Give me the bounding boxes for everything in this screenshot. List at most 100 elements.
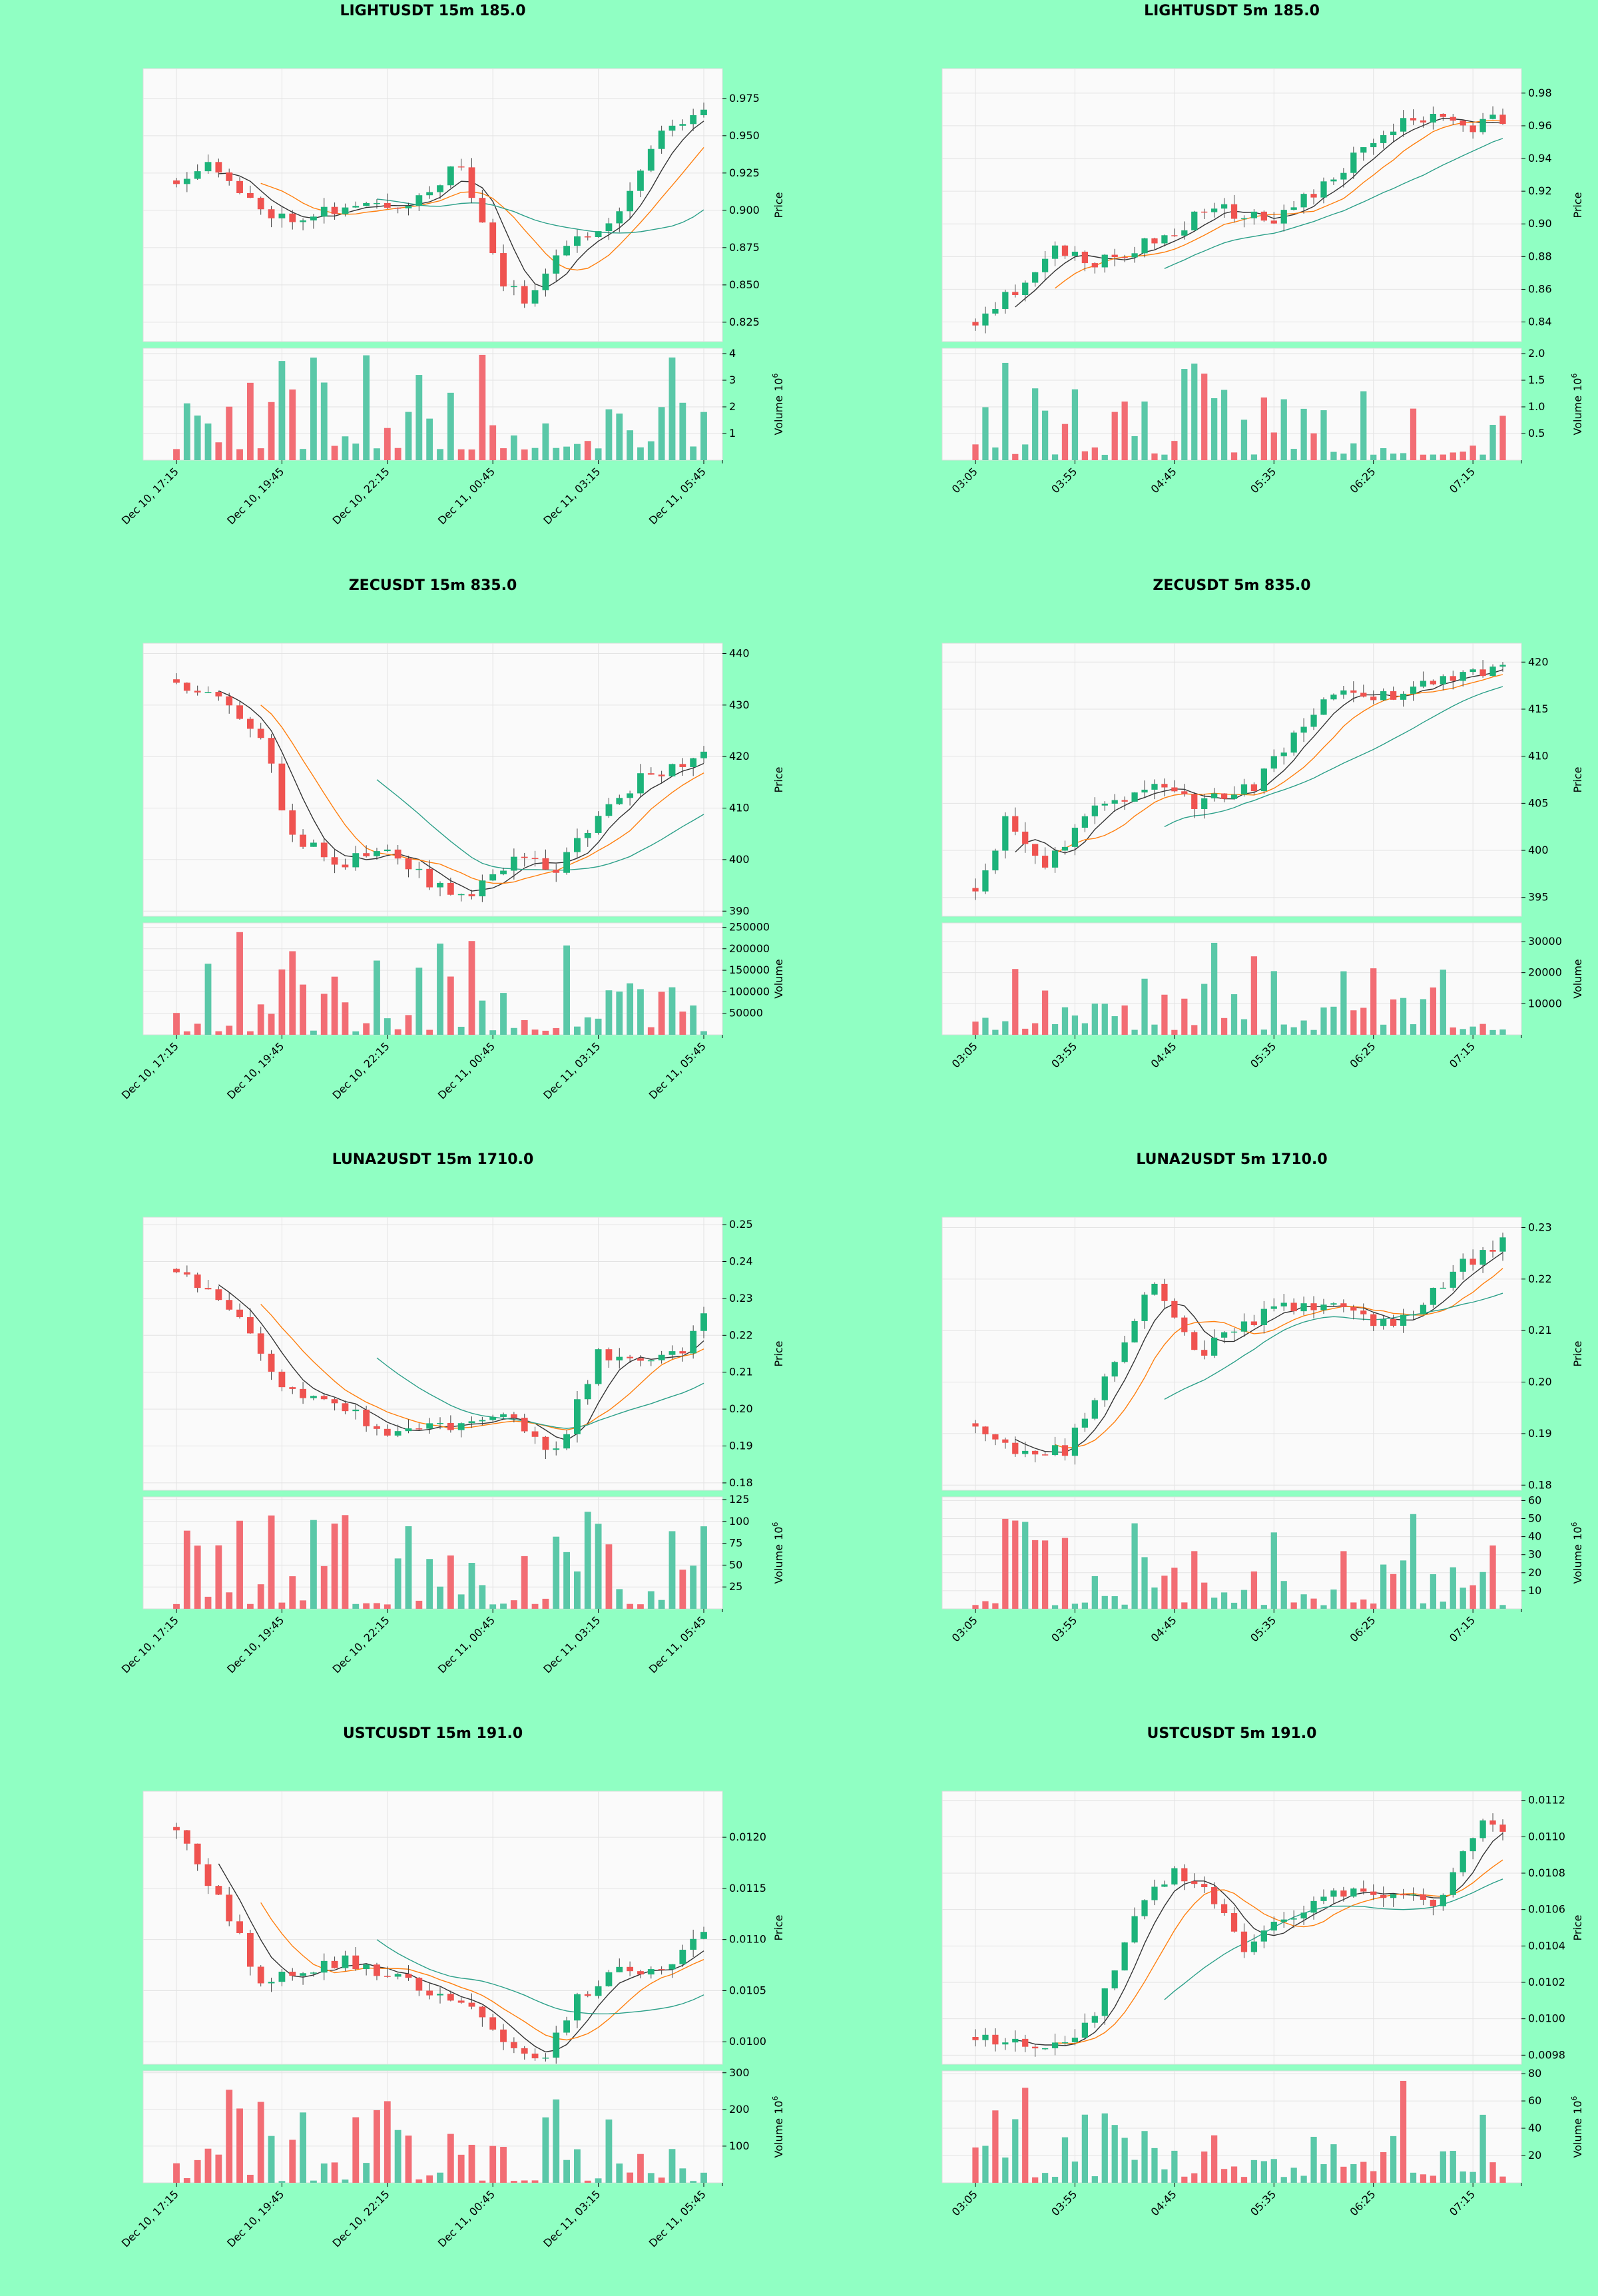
candle-up <box>384 849 391 852</box>
volume-bar <box>1032 1023 1039 1035</box>
volume-bar <box>531 1029 539 1035</box>
volume-bar <box>1499 1029 1506 1035</box>
volume-bar <box>605 2119 613 2183</box>
volume-bar <box>1181 998 1188 1035</box>
candle-down <box>1360 693 1367 697</box>
candle-up <box>982 313 989 326</box>
candle-down <box>982 1426 989 1434</box>
volume-bar <box>700 1031 707 1035</box>
candle-up <box>1101 803 1108 806</box>
candle-up <box>1290 732 1297 753</box>
volume-bar <box>627 1603 634 1609</box>
volume-bar <box>605 409 613 460</box>
price-tick-label: 0.0110 <box>729 1933 766 1946</box>
price-tick-label: 0.0100 <box>729 2035 766 2048</box>
x-tick-label: 06:25 <box>1348 465 1378 495</box>
volume-bar <box>226 1592 233 1609</box>
volume-bar <box>1181 2176 1188 2183</box>
candle-up <box>1320 1304 1327 1310</box>
candle-up <box>352 1409 360 1412</box>
candle-down <box>215 1886 222 1895</box>
volume-tick-label: 50 <box>729 1558 742 1571</box>
candle-down <box>289 1387 296 1389</box>
ma-short-line <box>1015 669 1503 854</box>
volume-bar <box>1450 1027 1456 1035</box>
candle-down <box>510 1414 517 1418</box>
volume-bar <box>1071 2161 1079 2183</box>
volume-bar <box>268 1013 275 1035</box>
price-tick-label: 0.21 <box>1528 1324 1552 1336</box>
candle-down <box>992 2034 999 2045</box>
volume-bar <box>982 1017 989 1035</box>
volume-bar <box>331 445 338 460</box>
volume-bar <box>637 989 644 1035</box>
x-tick-label: Dec 10, 22:15 <box>330 1613 392 1675</box>
volume-bar <box>992 1603 999 1609</box>
candle-up <box>690 1938 697 1950</box>
volume-bar <box>1101 1595 1108 1609</box>
volume-bar <box>1220 1592 1228 1609</box>
volume-tick-label: 200 <box>729 2103 750 2116</box>
volume-bar <box>173 1603 180 1609</box>
volume-axis-exponent: 10 <box>1571 1527 1584 1540</box>
volume-axis-exponent: 10 <box>772 2101 785 2114</box>
volume-bar <box>1141 1557 1148 1609</box>
candle-up <box>1230 794 1238 799</box>
candle-down <box>1420 120 1427 123</box>
candle-up <box>1290 1918 1297 1920</box>
volume-bar <box>1191 1551 1198 1609</box>
price-tick-label: 0.0106 <box>1528 1903 1565 1916</box>
volume-bar <box>1191 1025 1198 1035</box>
volume-bar <box>437 1586 443 1609</box>
volume-bar <box>215 1545 222 1609</box>
candle-up <box>1410 1314 1417 1316</box>
volume-bar <box>1479 454 1486 460</box>
volume-bar <box>700 1526 707 1609</box>
price-panel <box>142 1791 723 2065</box>
x-tick-label: 07:15 <box>1447 1613 1477 1644</box>
price-tick-label: 0.925 <box>729 166 760 179</box>
price-tick-label: 0.825 <box>729 316 760 328</box>
volume-bar <box>1032 388 1039 460</box>
candle-up <box>457 1423 465 1430</box>
volume-tick-label: 60 <box>1528 2094 1541 2107</box>
volume-bar <box>553 447 560 460</box>
price-tick-label: 0.0112 <box>1528 1794 1565 1807</box>
candle-up <box>1280 1302 1287 1306</box>
candle-up <box>616 1356 623 1360</box>
volume-bar <box>1111 412 1118 460</box>
volume-axis-exponent: 10 <box>772 1527 785 1540</box>
volume-bar <box>1151 1024 1158 1035</box>
volume-bar <box>479 354 486 460</box>
volume-bar <box>246 2174 254 2183</box>
volume-bar <box>542 2117 549 2183</box>
volume-bar <box>1479 2114 1486 2183</box>
candle-down <box>215 162 222 172</box>
candle-up <box>1161 235 1168 244</box>
volume-bar <box>595 2178 602 2183</box>
candle-up <box>183 178 190 184</box>
candle-up <box>690 115 697 125</box>
volume-bar <box>1460 451 1466 460</box>
volume-bar <box>268 402 275 460</box>
volume-bar <box>679 1011 686 1035</box>
candle-up <box>1041 258 1049 272</box>
volume-tick-label: 4 <box>729 347 736 360</box>
candle-down <box>972 1423 979 1427</box>
candle-up <box>1250 1941 1258 1952</box>
candle-down <box>1181 791 1188 794</box>
candle-down <box>479 2006 486 2018</box>
candle-up <box>574 236 581 246</box>
candle-up <box>1061 846 1069 851</box>
volume-bar <box>1460 2171 1466 2183</box>
candle-up <box>595 1986 602 1996</box>
price-tick-label: 0.98 <box>1528 87 1552 99</box>
candle-down <box>1081 251 1089 264</box>
candle-up <box>1141 238 1148 254</box>
candle-up <box>1181 230 1188 236</box>
candle-up <box>1469 669 1476 673</box>
volume-tick-label: 30 <box>1528 1548 1541 1561</box>
candle-down <box>183 683 190 691</box>
candle-up <box>1499 665 1506 667</box>
volume-bar <box>982 2146 989 2183</box>
